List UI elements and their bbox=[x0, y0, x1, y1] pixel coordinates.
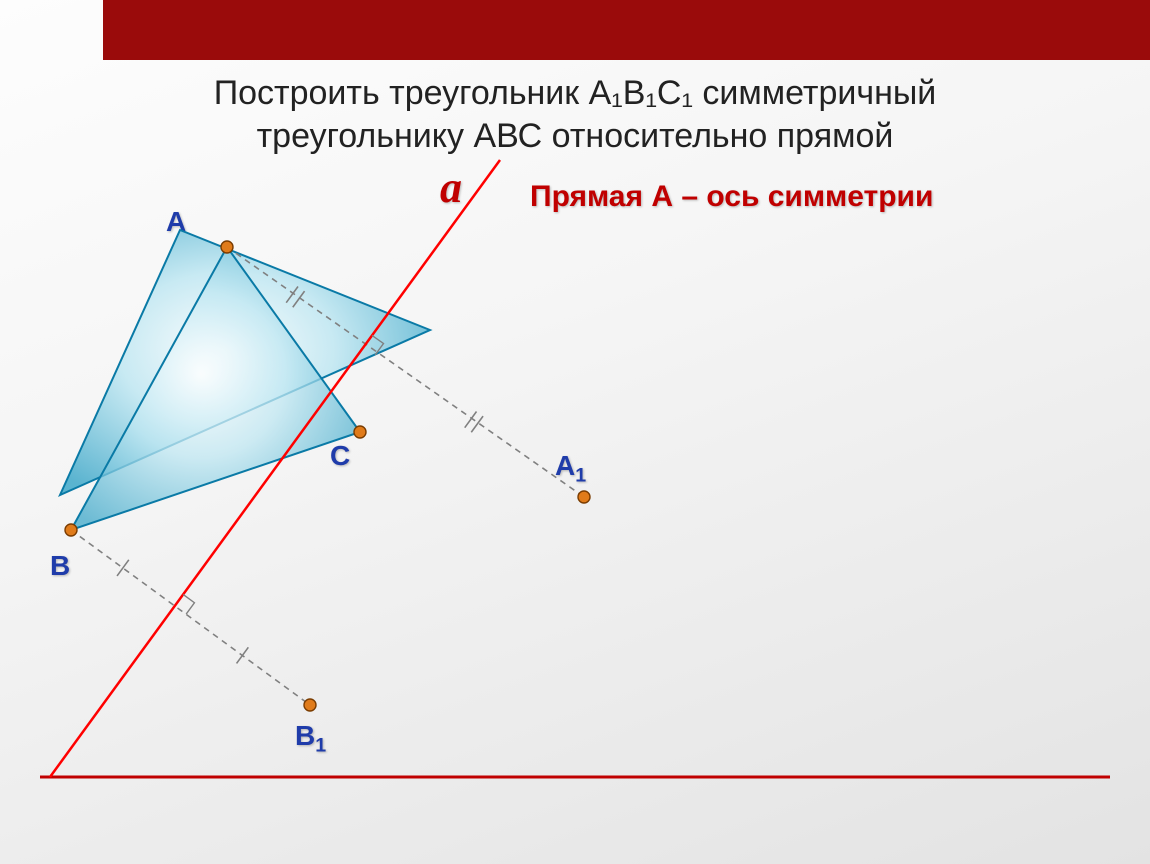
header-bar bbox=[103, 0, 1150, 60]
equal-tick bbox=[286, 287, 298, 303]
equal-tick bbox=[471, 416, 483, 432]
title-line-2: треугольнику АВС относительно прямой bbox=[0, 115, 1150, 158]
equal-tick bbox=[117, 560, 129, 576]
fill-triangle-ABC bbox=[71, 247, 360, 530]
equal-tick bbox=[293, 291, 305, 307]
title-block: Построить треугольник А₁В₁С₁ симметричны… bbox=[0, 72, 1150, 157]
equal-tick bbox=[237, 647, 249, 663]
point-A1 bbox=[578, 491, 590, 503]
point-B1 bbox=[304, 699, 316, 711]
construction-A-A1 bbox=[227, 247, 584, 497]
vertex-label-A1: А1 bbox=[555, 450, 586, 488]
axis-line-label: a bbox=[440, 162, 462, 213]
point-C bbox=[354, 426, 366, 438]
right-angle-mark bbox=[183, 594, 194, 614]
title-line-1: Построить треугольник А₁В₁С₁ симметричны… bbox=[0, 72, 1150, 115]
vertex-label-B: В bbox=[50, 550, 70, 582]
vertex-label-B1: В1 bbox=[295, 720, 326, 758]
point-B bbox=[65, 524, 77, 536]
axis-caption: Прямая А – ось симметрии bbox=[530, 180, 933, 214]
slide: Построить треугольник А₁В₁С₁ симметричны… bbox=[0, 0, 1150, 864]
axis-line bbox=[50, 160, 500, 777]
fill-triangle-back bbox=[60, 230, 430, 495]
right-angle-mark bbox=[372, 335, 383, 354]
vertex-label-A: А bbox=[166, 206, 186, 238]
vertex-label-C: С bbox=[330, 440, 350, 472]
equal-tick bbox=[465, 412, 477, 428]
point-A bbox=[221, 241, 233, 253]
construction-B-B1 bbox=[71, 530, 310, 705]
